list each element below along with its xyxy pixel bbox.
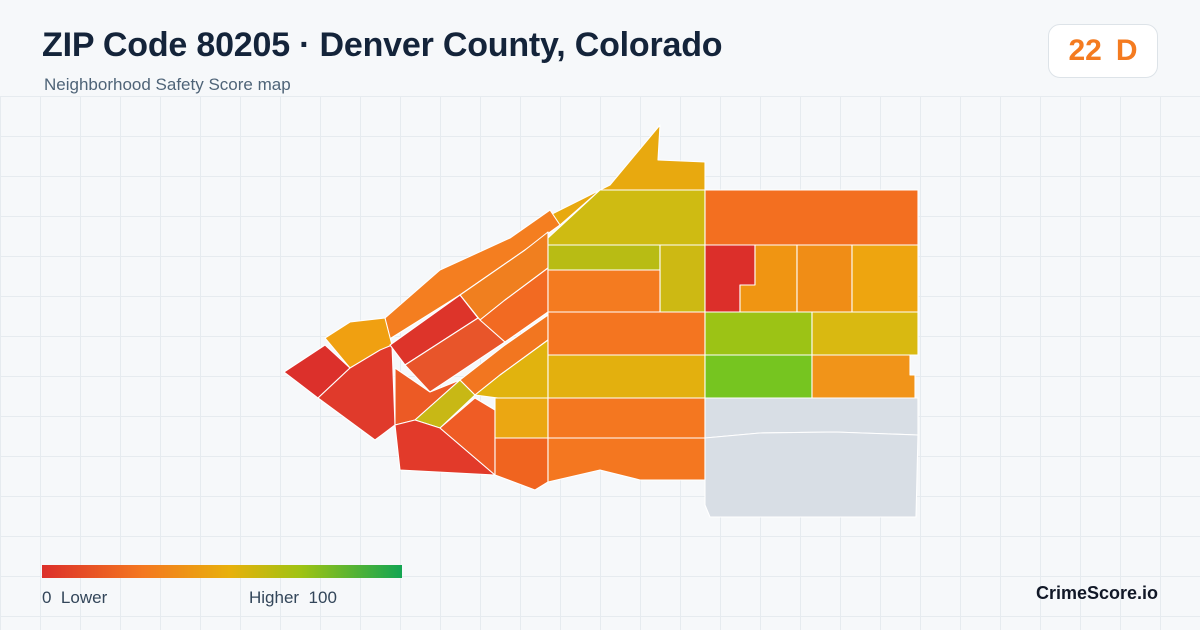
header-band [0, 0, 1200, 96]
map-block[interactable] [811, 354, 916, 399]
map-block[interactable] [547, 269, 661, 313]
map-block[interactable] [704, 354, 813, 399]
map-block[interactable] [659, 244, 706, 313]
map-block[interactable] [704, 189, 919, 246]
map-block[interactable] [796, 244, 853, 313]
page-subtitle: Neighborhood Safety Score map [44, 75, 291, 95]
safety-score-badge: 22 D [1048, 24, 1158, 78]
map-block[interactable] [547, 244, 661, 271]
score-grade: D [1115, 34, 1138, 67]
map-block[interactable] [494, 397, 549, 439]
map-block[interactable] [324, 317, 393, 369]
map-block[interactable] [547, 354, 706, 399]
legend-high-text: Higher [249, 588, 300, 607]
legend-low-label: 0 Lower [42, 588, 107, 608]
map-block[interactable] [547, 437, 706, 483]
legend-color-bar [42, 565, 402, 578]
map-block[interactable] [704, 311, 813, 356]
score-value: 22 [1068, 34, 1102, 67]
subtitle-text: Neighborhood Safety Score map [44, 75, 291, 94]
page-title: ZIP Code 80205 · Denver County, Colorado [42, 26, 723, 65]
title-text: ZIP Code 80205 · Denver County, Colorado [42, 26, 723, 64]
map-block[interactable] [547, 397, 706, 439]
legend-high-value: 100 [308, 588, 337, 607]
map-block-no-data [704, 431, 919, 518]
map-block[interactable] [549, 124, 706, 226]
brand-logo-text[interactable]: CrimeScore.io [1036, 583, 1159, 603]
map-block[interactable] [384, 209, 561, 341]
map-block[interactable] [547, 311, 706, 356]
map-block[interactable] [851, 244, 919, 313]
map-block[interactable] [494, 437, 549, 491]
map-block[interactable] [811, 311, 919, 356]
legend-low-value: 0 [42, 588, 52, 607]
map-block[interactable] [547, 189, 706, 246]
legend-low-text: Lower [60, 588, 108, 607]
legend-high-label: Higher 100 [249, 588, 337, 608]
